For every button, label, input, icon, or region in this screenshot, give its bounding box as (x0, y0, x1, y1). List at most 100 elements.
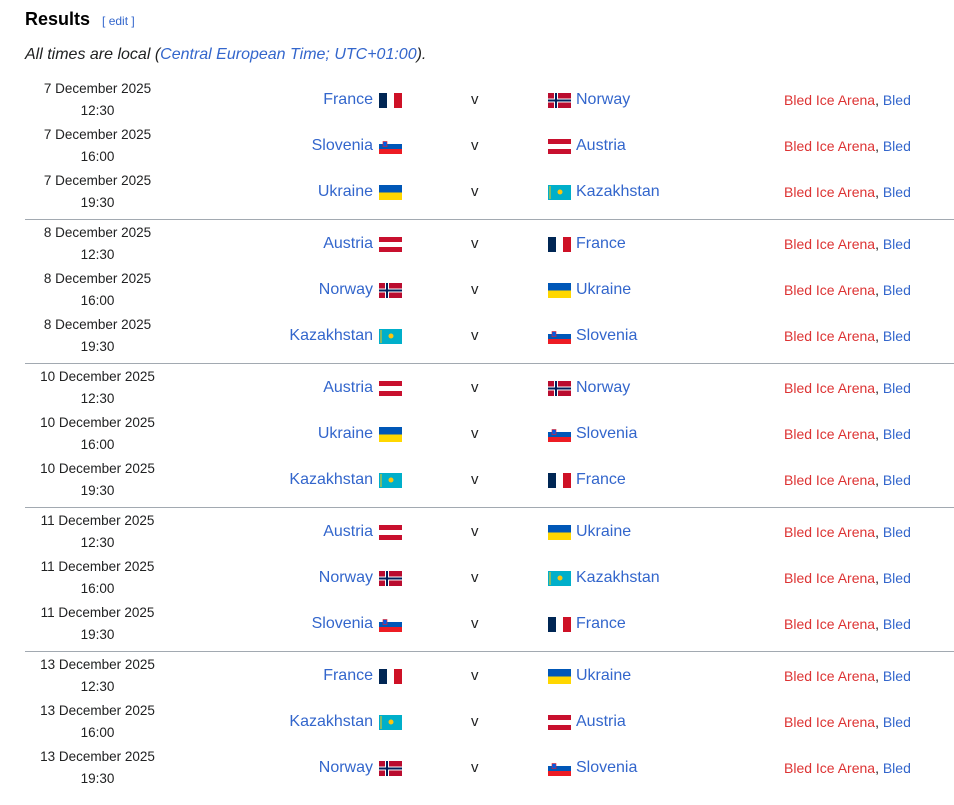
city-link[interactable]: Bled (882, 138, 911, 154)
flag-france-icon (548, 616, 571, 632)
home-team-link[interactable]: Austria (323, 235, 373, 252)
match-row: 13 December 2025 16:00 Kazakhstan v Austr… (25, 700, 954, 746)
match-time: 16:00 (80, 149, 115, 164)
match-day-group: 7 December 2025 12:30 France v Norway Ble… (25, 78, 954, 220)
versus-label: v (471, 379, 479, 396)
versus-label: v (471, 713, 479, 730)
match-day-group: 13 December 2025 12:30 France v Ukraine B… (25, 652, 954, 795)
venue-link[interactable]: Bled Ice Arena (784, 472, 876, 488)
city-link[interactable]: Bled (882, 282, 911, 298)
match-datetime: 11 December 2025 16:00 (25, 556, 170, 600)
home-team-link[interactable]: Norway (318, 281, 373, 298)
away-team-link[interactable]: Kazakhstan (576, 569, 660, 586)
match-row: 13 December 2025 19:30 Norway v Slovenia … (25, 746, 954, 792)
venue-separator: , (875, 328, 883, 344)
away-team-link[interactable]: France (576, 471, 626, 488)
away-team-link[interactable]: Kazakhstan (576, 183, 660, 200)
city-link[interactable]: Bled (882, 760, 911, 776)
venue-separator: , (875, 426, 883, 442)
venue-link[interactable]: Bled Ice Arena (784, 184, 876, 200)
city-link[interactable]: Bled (882, 236, 911, 252)
venue-link[interactable]: Bled Ice Arena (784, 236, 876, 252)
match-datetime: 7 December 2025 16:00 (25, 124, 170, 168)
venue-link[interactable]: Bled Ice Arena (784, 282, 876, 298)
city-link[interactable]: Bled (882, 472, 911, 488)
away-team-link[interactable]: Ukraine (576, 281, 632, 298)
city-link[interactable]: Bled (882, 524, 911, 540)
venue-link[interactable]: Bled Ice Arena (784, 616, 876, 632)
venue-link[interactable]: Bled Ice Arena (784, 524, 876, 540)
away-team-link[interactable]: Norway (576, 91, 631, 108)
venue: Bled Ice Arena, Bled (784, 426, 911, 442)
away-team-link[interactable]: Ukraine (576, 667, 632, 684)
away-team-link[interactable]: Austria (576, 713, 626, 730)
venue: Bled Ice Arena, Bled (784, 570, 911, 586)
city-link[interactable]: Bled (882, 426, 911, 442)
venue-link[interactable]: Bled Ice Arena (784, 760, 876, 776)
away-team-link[interactable]: Slovenia (576, 759, 638, 776)
home-team-link[interactable]: Slovenia (311, 137, 373, 154)
city-link[interactable]: Bled (882, 380, 911, 396)
versus-label: v (471, 327, 479, 344)
away-team-link[interactable]: Slovenia (576, 425, 638, 442)
flag-slovenia-icon (548, 760, 571, 776)
home-team-link[interactable]: France (323, 91, 373, 108)
home-team-link[interactable]: France (323, 667, 373, 684)
venue-separator: , (875, 714, 883, 730)
home-team-link[interactable]: Ukraine (317, 425, 373, 442)
away-team: Austria (548, 713, 626, 731)
flag-kazakhstan-icon (548, 570, 571, 586)
city-link[interactable]: Bled (882, 328, 911, 344)
home-team-link[interactable]: Norway (318, 569, 373, 586)
match-time: 19:30 (80, 195, 115, 210)
city-link[interactable]: Bled (882, 668, 911, 684)
venue-link[interactable]: Bled Ice Arena (784, 380, 876, 396)
flag-norway-icon (548, 380, 571, 396)
match-day-group: 10 December 2025 12:30 Austria v Norway B… (25, 364, 954, 508)
city-link[interactable]: Bled (882, 184, 911, 200)
home-team: Slovenia (312, 137, 402, 155)
venue-link[interactable]: Bled Ice Arena (784, 138, 876, 154)
home-team-link[interactable]: Kazakhstan (289, 713, 373, 730)
home-team-link[interactable]: Kazakhstan (289, 327, 373, 344)
home-team-link[interactable]: Slovenia (311, 615, 373, 632)
match-date: 7 December 2025 (43, 173, 152, 188)
section-heading: Results [ edit ] (25, 9, 135, 30)
city-link[interactable]: Bled (882, 714, 911, 730)
match-row: 10 December 2025 19:30 Kazakhstan v Franc… (25, 458, 954, 504)
home-team-link[interactable]: Norway (318, 759, 373, 776)
versus-label: v (471, 91, 479, 108)
venue-link[interactable]: Bled Ice Arena (784, 668, 876, 684)
away-team-link[interactable]: Norway (576, 379, 631, 396)
home-team-link[interactable]: Ukraine (317, 183, 373, 200)
match-row: 8 December 2025 19:30 Kazakhstan v Sloven… (25, 314, 954, 360)
versus-label: v (471, 523, 479, 540)
timezone-link[interactable]: Central European Time; UTC+01:00 (160, 46, 417, 63)
away-team: Slovenia (548, 327, 637, 345)
city-link[interactable]: Bled (882, 570, 911, 586)
away-team-link[interactable]: France (576, 235, 626, 252)
venue-link[interactable]: Bled Ice Arena (784, 570, 876, 586)
home-team: Slovenia (312, 615, 402, 633)
venue-separator: , (875, 570, 883, 586)
city-link[interactable]: Bled (882, 92, 911, 108)
venue-link[interactable]: Bled Ice Arena (784, 714, 876, 730)
venue-link[interactable]: Bled Ice Arena (784, 426, 876, 442)
flag-norway-icon (379, 760, 402, 776)
edit-link[interactable]: [ edit ] (102, 14, 135, 28)
flag-slovenia-icon (379, 616, 402, 632)
away-team: Kazakhstan (548, 183, 660, 201)
city-link[interactable]: Bled (882, 616, 911, 632)
match-datetime: 10 December 2025 12:30 (25, 366, 170, 410)
home-team-link[interactable]: Austria (323, 379, 373, 396)
venue-link[interactable]: Bled Ice Arena (784, 92, 876, 108)
away-team-link[interactable]: France (576, 615, 626, 632)
venue: Bled Ice Arena, Bled (784, 524, 911, 540)
away-team-link[interactable]: Austria (576, 137, 626, 154)
venue-link[interactable]: Bled Ice Arena (784, 328, 876, 344)
home-team-link[interactable]: Austria (323, 523, 373, 540)
away-team-link[interactable]: Slovenia (576, 327, 638, 344)
away-team-link[interactable]: Ukraine (576, 523, 632, 540)
home-team: Kazakhstan (289, 327, 402, 345)
home-team-link[interactable]: Kazakhstan (289, 471, 373, 488)
